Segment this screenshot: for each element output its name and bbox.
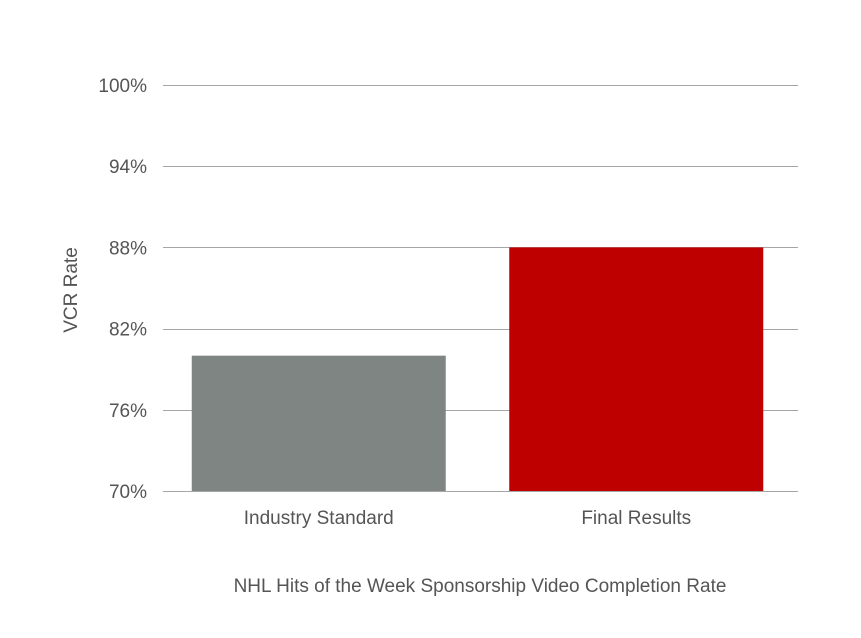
x-category-label: Final Results — [581, 508, 691, 529]
y-tick-label: 88% — [109, 238, 147, 259]
x-axis-title: NHL Hits of the Week Sponsorship Video C… — [234, 576, 727, 597]
y-tick-label: 76% — [109, 401, 147, 422]
bar-industry-standard — [191, 355, 446, 491]
y-tick-label: 70% — [109, 482, 147, 503]
y-tick-label: 82% — [109, 320, 147, 341]
y-tick-label: 100% — [98, 76, 147, 97]
bar-final-results — [509, 247, 764, 491]
x-category-label: Industry Standard — [244, 508, 394, 529]
y-tick-label: 94% — [109, 157, 147, 178]
y-tick-labels: 70% 76% 82% 88% 94% 100% — [98, 76, 147, 503]
x-category-labels: Industry Standard Final Results — [244, 508, 691, 529]
bars — [191, 247, 764, 491]
y-axis-title: VCR Rate — [61, 247, 82, 333]
